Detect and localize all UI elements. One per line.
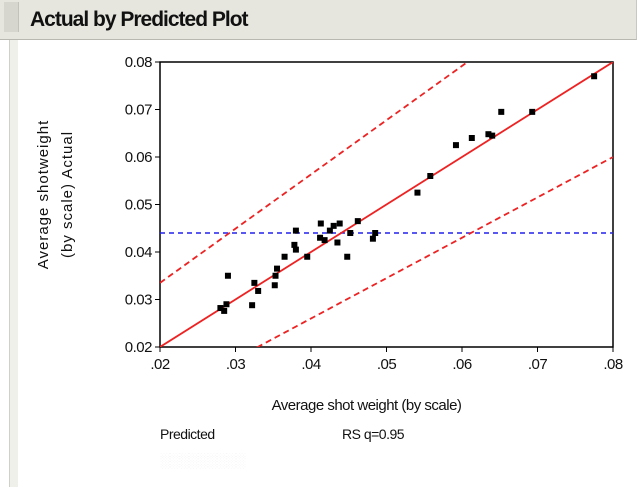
data-point [344, 253, 351, 260]
data-point [272, 272, 279, 279]
data-point [223, 301, 230, 308]
data-point [291, 241, 298, 248]
report-outline-bar [9, 40, 18, 487]
data-point [292, 246, 299, 253]
x-tick-label: .05 [377, 356, 397, 373]
predicted-label: Predicted [160, 426, 215, 442]
data-point [336, 220, 343, 227]
y-tick-label: 0.03 [125, 292, 152, 309]
report-header[interactable]: Actual by Predicted Plot [0, 0, 637, 40]
data-point [347, 230, 354, 236]
data-point [317, 234, 324, 241]
x-tick-label: .03 [226, 356, 246, 373]
y-tick-label: 0.08 [125, 54, 152, 71]
data-point [281, 253, 288, 260]
data-point [321, 237, 328, 244]
data-point [498, 108, 505, 115]
rsquare-value: RS q=0.95 [342, 426, 405, 442]
data-point [334, 239, 341, 246]
data-point [485, 131, 492, 138]
data-point [221, 307, 228, 314]
data-point [292, 227, 299, 234]
y-tick-label: 0.04 [125, 244, 152, 261]
data-point [251, 279, 258, 286]
x-axis-label: Average shot weight (by scale) [272, 397, 462, 414]
data-point [326, 227, 333, 234]
data-point [249, 302, 256, 309]
y-tick-label: 0.02 [125, 339, 152, 356]
data-point [354, 218, 361, 225]
disclosure-toggle-icon[interactable] [4, 2, 19, 32]
data-point [255, 287, 262, 294]
x-tick-label: .07 [528, 356, 548, 373]
data-point [591, 73, 598, 80]
data-point [330, 222, 337, 229]
y-axis-label: (by scale) Actual [59, 131, 76, 258]
confidence-upper-line [160, 62, 470, 284]
faded-stat-text: ░░░░░░░░░ [160, 452, 245, 468]
data-point [529, 108, 536, 115]
x-tick-label: .06 [452, 356, 472, 373]
data-point [489, 132, 496, 139]
data-point [317, 220, 324, 227]
data-point [274, 265, 281, 272]
x-tick-label: .04 [301, 356, 321, 373]
fit-line [160, 62, 613, 347]
y-tick-label: 0.06 [125, 149, 152, 166]
data-point [372, 230, 379, 236]
x-tick-label: .02 [150, 356, 170, 373]
y-tick-label: 0.05 [125, 197, 152, 214]
y-axis-label: Average shotweight [35, 120, 52, 269]
x-tick-label: .08 [603, 356, 623, 373]
y-tick-label: 0.07 [125, 102, 152, 119]
data-point [468, 135, 475, 141]
data-point [414, 189, 421, 196]
data-point [452, 142, 459, 149]
data-point [304, 253, 311, 260]
data-point [271, 282, 278, 289]
report-title: Actual by Predicted Plot [30, 8, 249, 31]
data-point [369, 235, 376, 242]
data-point [217, 305, 224, 312]
data-point [224, 272, 231, 279]
data-point [427, 173, 434, 179]
